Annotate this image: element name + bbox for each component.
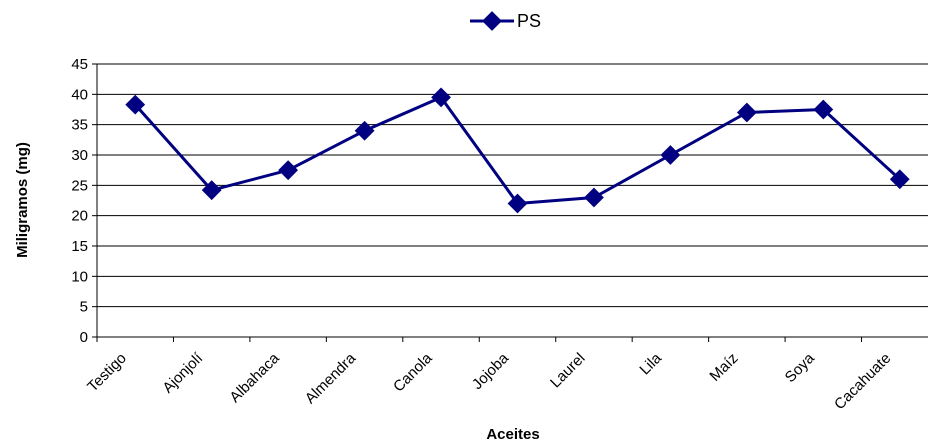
data-point [736, 102, 757, 123]
y-tick-label: 10 [71, 268, 88, 285]
data-point [201, 180, 222, 201]
data-point [125, 94, 146, 115]
y-tick-label: 35 [71, 117, 88, 134]
y-tick-label: 45 [71, 56, 88, 73]
y-tick-label: 25 [71, 177, 88, 194]
legend-marker [482, 11, 502, 31]
y-tick-label: 40 [71, 86, 88, 103]
x-tick-label: Albahaca [226, 349, 283, 406]
x-tick-label: Maíz [706, 350, 741, 385]
legend-label: PS [517, 11, 541, 31]
x-tick-label: Testigo [84, 350, 130, 396]
x-tick-label: Lila [636, 349, 665, 378]
series-line [134, 95, 901, 205]
x-tick-label: Cacahuate [831, 350, 894, 413]
y-tick-label: 5 [80, 299, 88, 316]
x-axis-title: Aceites [486, 426, 539, 441]
data-point [354, 120, 375, 141]
legend: PS [470, 11, 541, 31]
y-tick-labels: 0 5 10 15 20 25 30 35 40 45 [71, 56, 88, 346]
series-group [125, 87, 910, 214]
x-tick-label: Canola [390, 349, 436, 395]
data-point [584, 187, 604, 208]
x-tick-label: Soya [782, 349, 819, 386]
y-axis-title: Miligramos (mg) [14, 142, 31, 258]
data-point [431, 87, 451, 108]
x-tick-label: Almendra [302, 349, 360, 407]
x-tick-label: Laurel [547, 350, 589, 392]
y-tick-label: 0 [80, 329, 88, 346]
axes [92, 63, 928, 342]
x-tick-label: Jojoba [469, 349, 513, 393]
gridlines [97, 63, 928, 308]
y-tick-label: 15 [71, 238, 88, 255]
data-point [507, 193, 528, 214]
data-point [278, 160, 299, 181]
data-point [660, 145, 681, 165]
y-tick-label: 20 [71, 208, 88, 225]
y-tick-label: 30 [71, 147, 88, 164]
x-tick-labels: Testigo Ajonjolí Albahaca Almendra Canola Joj… [84, 349, 894, 413]
x-tick-label: Ajonjolí [159, 349, 206, 396]
